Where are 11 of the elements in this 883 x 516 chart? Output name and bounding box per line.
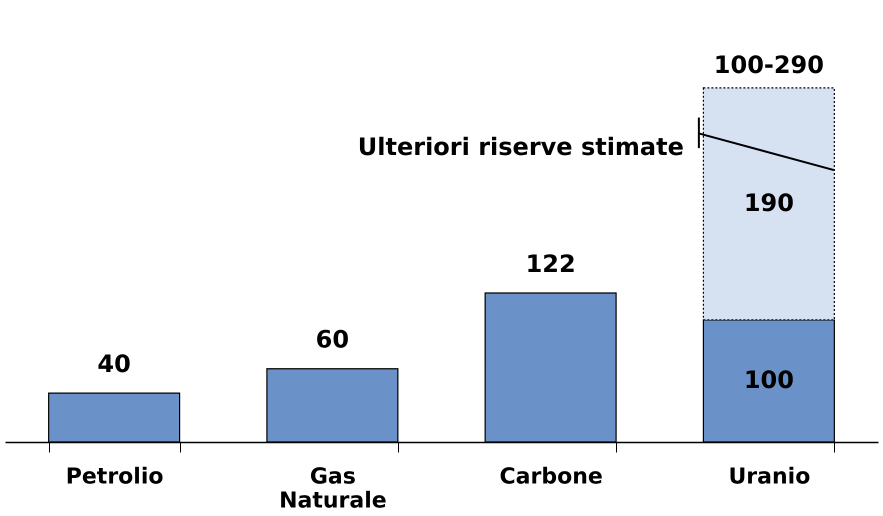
data-label: 190 <box>744 188 794 217</box>
x-tick-label: Carbone <box>499 464 603 490</box>
data-label: 122 <box>526 250 576 278</box>
annotation: Ulteriori riserve stimate <box>358 133 684 162</box>
x-tick-label: Petrolio <box>66 464 164 490</box>
x-tick-label: Gas Naturale <box>279 464 387 514</box>
total-label: 100-290 <box>714 50 824 79</box>
data-label: 60 <box>316 326 350 354</box>
data-label: 40 <box>97 350 131 378</box>
x-tick-label: Uranio <box>728 464 810 490</box>
data-label: 100 <box>744 366 794 394</box>
